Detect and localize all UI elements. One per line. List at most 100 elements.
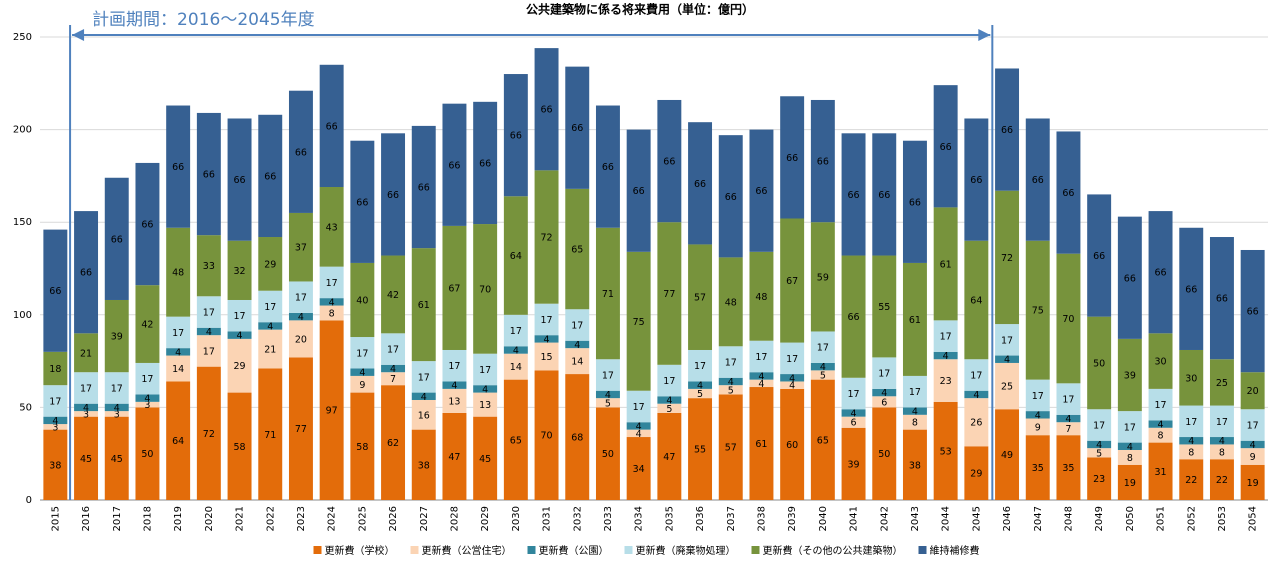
value-label: 25 [1001, 382, 1013, 393]
value-label: 3 [52, 422, 58, 433]
bar-segment [227, 240, 252, 300]
value-label: 4 [820, 362, 826, 373]
bar-segment [1025, 118, 1050, 241]
bar-segment [841, 409, 866, 417]
bar-segment [595, 227, 620, 360]
bar-segment [319, 305, 344, 321]
bar-segment [503, 346, 528, 354]
bar-segment [1179, 444, 1204, 460]
bar-segment [1148, 427, 1173, 443]
bar-segment [565, 340, 590, 349]
bar-segment [626, 390, 651, 423]
value-label: 17 [80, 383, 92, 394]
value-label: 39 [848, 459, 860, 470]
bar-segment [810, 222, 835, 332]
x-tick-label: 2023 [296, 506, 307, 531]
value-label: 66 [909, 197, 921, 208]
value-label: 4 [206, 327, 212, 338]
bar-segment [718, 394, 743, 500]
value-label: 50 [1093, 358, 1105, 369]
bar-segment [258, 114, 283, 238]
value-label: 17 [203, 308, 215, 319]
bar-segment [1240, 464, 1265, 500]
value-label: 66 [264, 171, 276, 182]
bar-segment [995, 190, 1020, 325]
arrow-head [72, 29, 85, 41]
bar-segment [350, 368, 375, 376]
value-label: 57 [694, 293, 706, 304]
value-label: 35 [1032, 463, 1044, 474]
bar-segment [534, 370, 559, 500]
bar-segment [1117, 216, 1142, 339]
x-tick-label: 2024 [327, 506, 338, 531]
value-label: 4 [1096, 440, 1102, 451]
value-label: 68 [571, 433, 583, 444]
x-tick-label: 2016 [81, 506, 92, 531]
value-label: 66 [1032, 175, 1044, 186]
value-label: 50 [878, 449, 890, 460]
value-label: 9 [1250, 452, 1256, 463]
x-tick-label: 2030 [511, 506, 522, 531]
value-label: 35 [1062, 463, 1074, 474]
bar-segment [964, 390, 989, 399]
bar-segment [288, 90, 313, 213]
value-label: 66 [725, 192, 737, 203]
value-label: 66 [80, 268, 92, 279]
bar-segment [442, 103, 467, 226]
bar-segment [902, 140, 927, 263]
bar-segment [135, 162, 160, 286]
value-label: 38 [418, 460, 430, 471]
value-label: 4 [1250, 440, 1256, 451]
bar-segment [1179, 405, 1204, 438]
bar-segment [995, 355, 1020, 363]
bar-segment [258, 290, 283, 323]
value-label: 17 [663, 376, 675, 387]
value-label: 4 [574, 340, 580, 351]
bar-segment [688, 398, 713, 500]
value-label: 8 [329, 308, 335, 319]
bar-segment [841, 377, 866, 410]
value-label: 4 [1127, 442, 1133, 453]
value-label: 3 [144, 400, 150, 411]
bar-segment [841, 416, 866, 428]
bar-segment [411, 392, 436, 400]
x-tick-label: 2054 [1248, 506, 1259, 531]
value-label: 26 [970, 418, 982, 429]
bar-segment [1240, 249, 1265, 373]
x-tick-label: 2022 [265, 506, 276, 531]
value-label: 50 [141, 449, 153, 460]
bar-segment [749, 372, 774, 380]
x-tick-label: 2031 [542, 506, 553, 531]
bar-segment [442, 349, 467, 382]
bar-segment [196, 296, 221, 328]
bar-segment [688, 349, 713, 382]
value-label: 66 [1001, 125, 1013, 136]
bar-segment [933, 320, 958, 352]
bar-segment [841, 427, 866, 500]
bar-segment [1179, 227, 1204, 350]
bar-segment [718, 135, 743, 258]
bar-segment [595, 105, 620, 228]
value-label: 65 [817, 435, 829, 446]
bar-segment [964, 446, 989, 500]
bar-segment [688, 244, 713, 350]
value-label: 42 [141, 320, 153, 331]
x-tick-label: 2036 [695, 506, 706, 531]
value-label: 4 [943, 351, 949, 362]
value-label: 17 [694, 361, 706, 372]
bar-segment [288, 357, 313, 500]
value-label: 66 [633, 186, 645, 197]
value-label: 66 [878, 190, 890, 201]
value-label: 29 [970, 469, 982, 480]
bar-segment [1209, 405, 1234, 438]
value-label: 66 [387, 190, 399, 201]
bar-segment [810, 331, 835, 363]
value-label: 5 [728, 385, 734, 396]
bar-segment [196, 366, 221, 500]
bar-segment [227, 392, 252, 500]
x-tick-label: 2042 [879, 506, 890, 531]
legend-swatch [624, 546, 633, 554]
bar-segment [810, 99, 835, 223]
bar-segment [933, 207, 958, 321]
x-tick-label: 2033 [603, 506, 614, 531]
